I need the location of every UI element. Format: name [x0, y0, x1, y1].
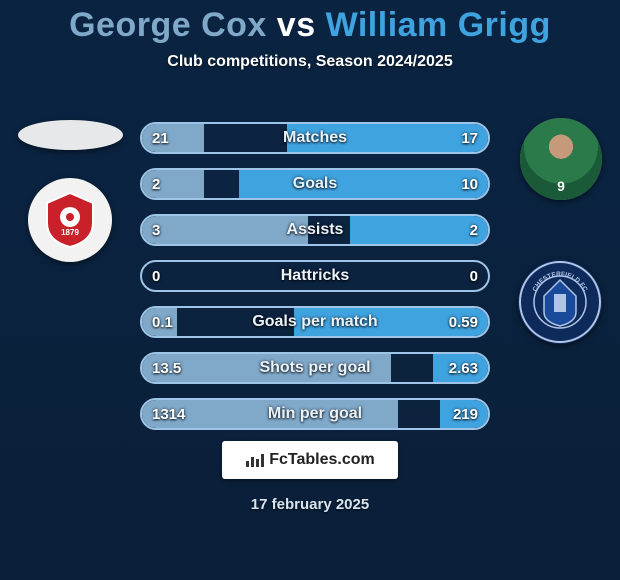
stat-label: Matches [142, 124, 488, 152]
stat-value-p2: 2 [470, 216, 478, 244]
stat-row: Goals2 10 [140, 168, 490, 200]
stat-label: Goals per match [142, 308, 488, 336]
stat-row: Hattricks0 0 [140, 260, 490, 292]
vs-text: vs [277, 6, 316, 44]
season-subtitle: Club competitions, Season 2024/2025 [0, 53, 620, 71]
stat-value-p2: 10 [461, 170, 478, 198]
stat-value-p2: 2.63 [449, 354, 478, 382]
chart-icon [245, 452, 265, 468]
stat-label: Shots per goal [142, 354, 488, 382]
stat-value-p2: 0 [470, 262, 478, 290]
stat-value-p1: 1314 [152, 400, 185, 428]
comparison-title: George Cox vs William Grigg [0, 0, 620, 45]
stat-value-p1: 13.5 [152, 354, 181, 382]
date-text: 17 february 2025 [0, 496, 620, 513]
stat-row: Assists3 2 [140, 214, 490, 246]
brand-badge: FcTables.com [222, 441, 398, 479]
stat-value-p1: 3 [152, 216, 160, 244]
brand-text: FcTables.com [269, 451, 375, 469]
club2-crest-icon: CHESTERFIELD FC [518, 260, 602, 344]
stat-value-p2: 17 [461, 124, 478, 152]
stat-label: Goals [142, 170, 488, 198]
stat-row: Shots per goal13.5 2.63 [140, 352, 490, 384]
player2-avatar [520, 118, 602, 200]
player2-photo [520, 118, 602, 200]
stat-label: Assists [142, 216, 488, 244]
stat-value-p1: 2 [152, 170, 160, 198]
club1-badge: 1879 [28, 178, 112, 262]
club2-badge: CHESTERFIELD FC [518, 260, 602, 344]
stat-label: Min per goal [142, 400, 488, 428]
stat-row: Matches21 17 [140, 122, 490, 154]
stat-value-p1: 21 [152, 124, 169, 152]
player2-name: William Grigg [326, 6, 551, 44]
club1-crest-icon: 1879 [39, 189, 101, 251]
stat-value-p2: 0.59 [449, 308, 478, 336]
stat-value-p2: 219 [453, 400, 478, 428]
stats-panel: Matches2117Goals210Assists32Hattricks00G… [140, 122, 490, 444]
stat-row: Goals per match0.1 0.59 [140, 306, 490, 338]
stat-value-p1: 0 [152, 262, 160, 290]
player1-name: George Cox [69, 6, 267, 44]
stat-label: Hattricks [142, 262, 488, 290]
svg-text:1879: 1879 [61, 228, 79, 237]
stat-row: Min per goal1314 219 [140, 398, 490, 430]
stat-value-p1: 0.1 [152, 308, 173, 336]
player1-avatar [18, 120, 123, 150]
